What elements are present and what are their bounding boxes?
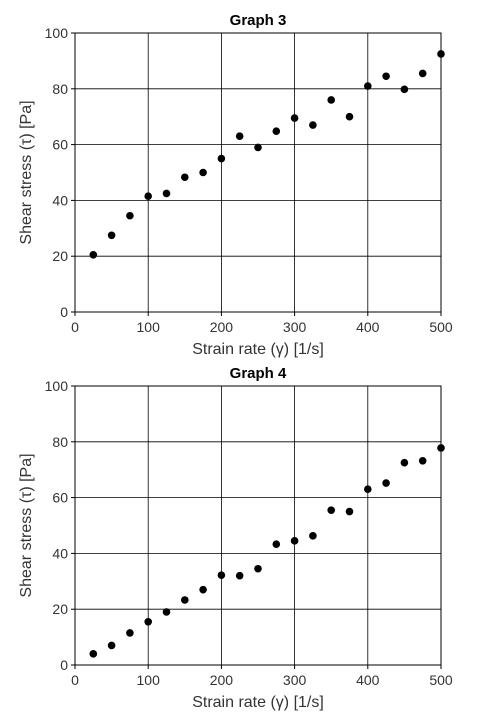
x-tick-label: 300 [283,672,307,688]
data-point [437,50,445,58]
series-1 [89,50,445,259]
data-point [327,96,336,104]
y-tick-label: 40 [52,545,68,561]
data-point [364,485,372,494]
data-point [418,456,427,465]
x-tick-label: 300 [283,319,307,335]
chart-title: Graph 4 [230,365,287,382]
y-tick-label: 20 [52,601,68,617]
y-axis-label: Shear stress (τ) [Pa] [18,453,35,597]
x-tick-label: 100 [137,672,161,688]
data-point [181,173,189,182]
data-point [107,231,116,240]
data-point [400,458,409,467]
data-point [107,641,116,650]
data-point [144,617,152,626]
series-1 [89,444,445,658]
data-point [126,211,134,220]
data-point [162,189,171,198]
x-tick-label: 0 [71,319,79,335]
y-tick-label: 40 [52,192,68,208]
y-tick-label: 80 [52,81,68,97]
x-tick-label: 200 [210,319,234,335]
data-point [144,192,152,201]
y-tick-label: 100 [45,378,69,394]
y-tick-label: 80 [52,434,68,450]
y-tick-label: 0 [60,304,68,320]
chart-2: 0 100 200 300 400 500 0 20 40 60 80 100 Graph 4 Strai… [18,365,453,711]
x-axis-label: Strain rate (γ) [1/s] [192,341,324,358]
plot-area [74,385,442,666]
data-point [418,69,427,78]
y-tick-label: 60 [52,490,68,506]
data-point [272,540,281,548]
x-tick-label: 400 [356,319,380,335]
data-point [217,154,226,163]
y-tick-label: 100 [45,25,69,41]
data-point [199,168,207,177]
data-point [364,82,372,90]
data-point [290,114,299,122]
data-point [382,72,390,81]
data-point [382,479,390,487]
data-point [235,571,244,580]
y-axis-label: Shear stress (τ) [Pa] [18,100,35,244]
data-point [309,532,317,540]
x-tick-label: 0 [71,672,79,688]
data-point [400,85,409,94]
plot-area [74,32,442,313]
chart-title: Graph 3 [230,12,287,29]
chart-1: 0 100 200 300 400 500 0 20 40 60 80 100 Graph 3 Strai… [18,12,453,358]
y-tick-label: 60 [52,137,68,153]
data-point [89,251,98,259]
x-tick-label: 400 [356,672,380,688]
data-point [254,143,262,152]
data-point [199,585,207,594]
x-tick-label: 100 [137,319,161,335]
data-point [162,608,171,616]
data-point [181,596,189,604]
data-point [309,121,317,129]
y-tick-label: 0 [60,657,68,673]
x-tick-label: 500 [429,672,453,688]
data-point [437,444,445,452]
data-point [217,571,226,579]
data-point [254,564,262,573]
data-point [272,127,281,136]
x-tick-label: 200 [210,672,234,688]
data-point [126,629,134,637]
x-tick-label: 500 [429,319,453,335]
data-point [327,506,336,514]
data-point [89,650,98,658]
data-point [235,132,244,141]
y-tick-label: 20 [52,248,68,264]
data-point [345,112,354,121]
x-axis-label: Strain rate (γ) [1/s] [192,694,324,711]
data-point [290,537,299,545]
data-point [345,507,354,516]
